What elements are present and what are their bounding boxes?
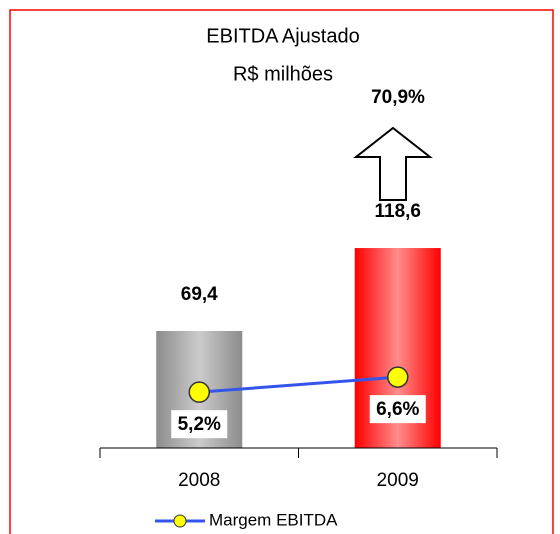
line bbox=[199, 375, 398, 394]
growth-arrow bbox=[353, 126, 433, 201]
line-label-box bbox=[171, 410, 228, 439]
frame bbox=[9, 9, 554, 534]
chart-title: EBITDA Ajustado bbox=[206, 25, 359, 47]
line-label-box bbox=[369, 395, 426, 424]
bar-value-label: 69,4 bbox=[181, 284, 218, 305]
x-tick-label: 2009 bbox=[377, 470, 419, 491]
line-value-label: 6,6% bbox=[376, 399, 419, 420]
annotation: 70,9% bbox=[371, 87, 425, 108]
legend-label: Margem EBITDA bbox=[209, 510, 338, 529]
line-value-label: 5,2% bbox=[178, 414, 221, 435]
bar-value-label: 118,6 bbox=[375, 201, 422, 222]
line-marker bbox=[387, 366, 409, 388]
line-marker bbox=[188, 381, 210, 403]
legend-marker bbox=[173, 514, 187, 528]
x-tick-label: 2008 bbox=[178, 470, 220, 491]
chart-subtitle: R$ milhões bbox=[233, 63, 333, 85]
